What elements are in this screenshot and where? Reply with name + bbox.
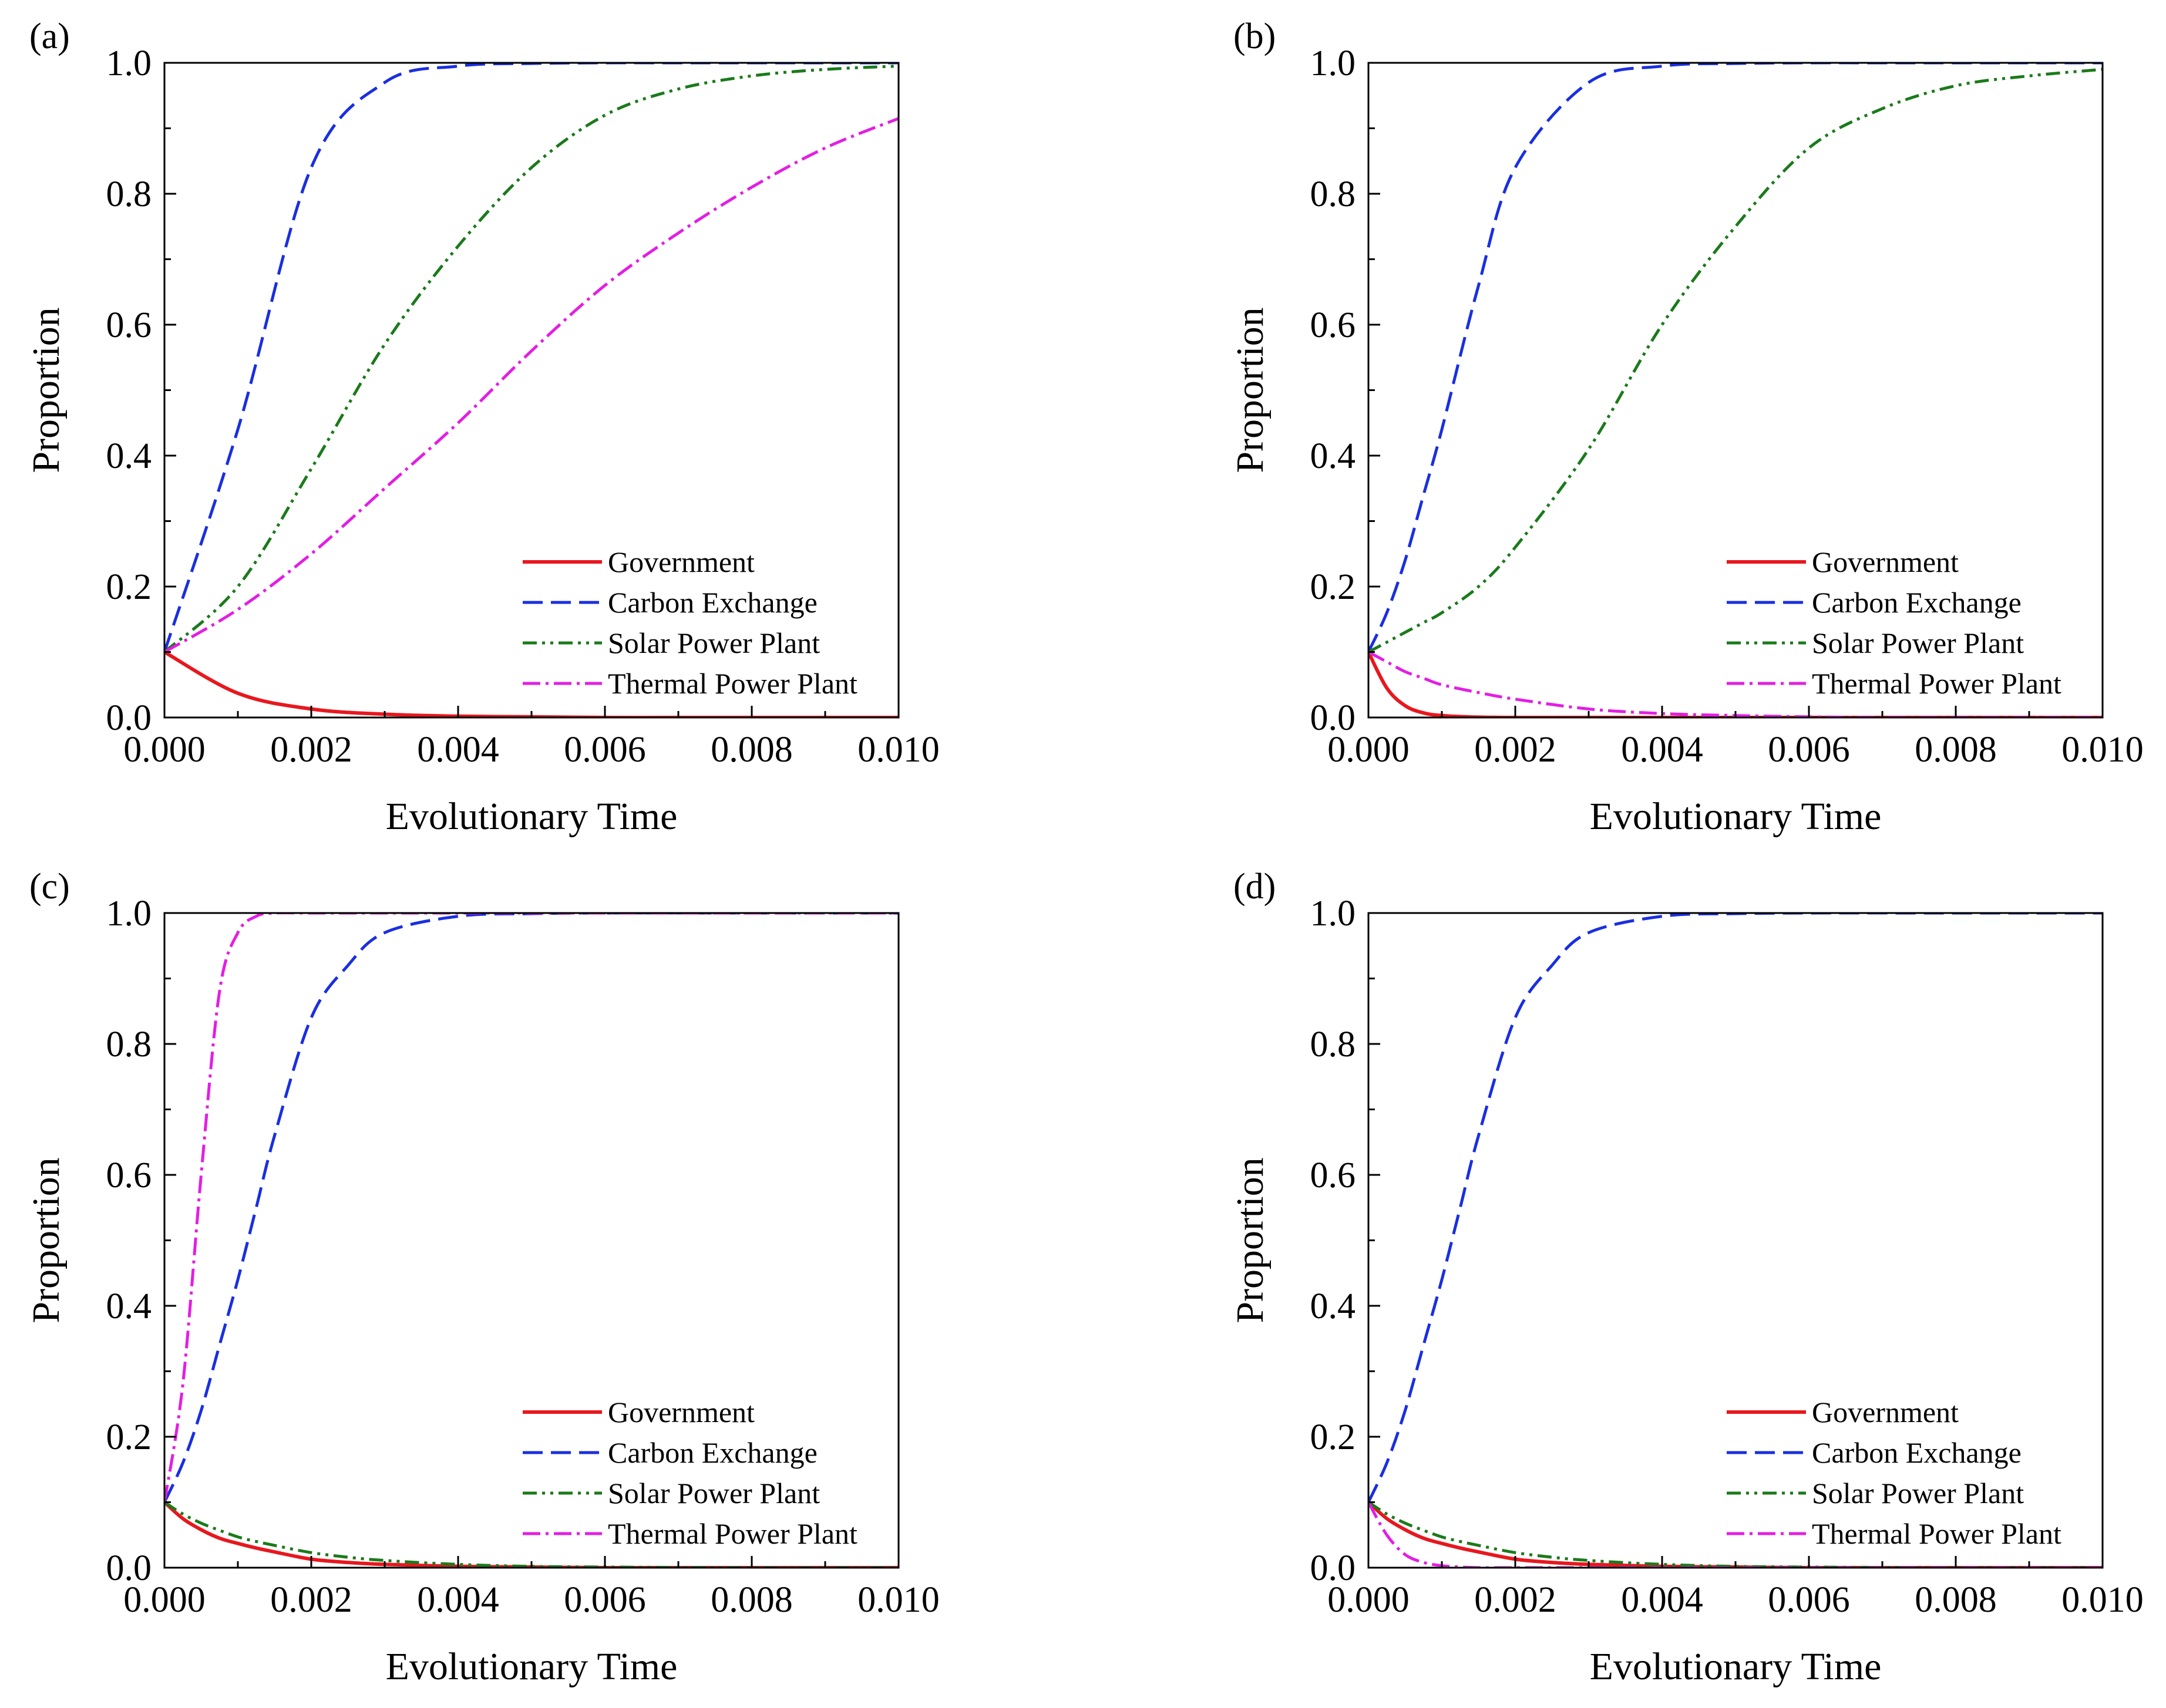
x-tick-label: 0.002 [1474, 1580, 1556, 1620]
x-tick-label: 0.000 [123, 730, 206, 770]
series-government-line [1368, 1501, 2103, 1568]
x-tick-label: 0.000 [123, 1580, 206, 1620]
panel-label: (b) [1233, 16, 1276, 56]
panel-label: (c) [29, 867, 70, 907]
x-tick-label: 0.008 [711, 730, 793, 770]
x-tick-label: 0.008 [1915, 730, 1997, 770]
legend-label-government: Government [1812, 1396, 1959, 1429]
series-thermal-power-plant-line [164, 913, 899, 1502]
legend-label-thermal-power-plant: Thermal Power Plant [608, 667, 857, 700]
legend-label-thermal-power-plant: Thermal Power Plant [1812, 667, 2061, 700]
x-tick-label: 0.008 [711, 1580, 793, 1620]
y-axis-title: Proportion [25, 1157, 68, 1323]
y-tick-label: 0.2 [106, 567, 152, 607]
y-tick-label: 1.0 [106, 894, 152, 934]
x-tick-label: 0.006 [1768, 730, 1850, 770]
legend: Government Carbon Exchange Solar Power Pla… [523, 1396, 857, 1550]
legend: Government Carbon Exchange Solar Power Pla… [523, 545, 857, 700]
y-tick-label: 0.8 [1310, 174, 1356, 214]
y-axis-title: Proportion [1229, 1157, 1272, 1323]
y-tick-label: 0.8 [106, 1025, 152, 1064]
y-axis-title: Proportion [1229, 307, 1272, 473]
legend-label-government: Government [608, 545, 755, 578]
x-axis-title: Evolutionary Time [1590, 1645, 1882, 1688]
y-axis-title: Proportion [25, 307, 68, 473]
series-carbon-exchange-line [164, 63, 899, 653]
x-tick-label: 0.010 [857, 1580, 940, 1620]
legend-label-government: Government [1812, 545, 1959, 578]
series-carbon-exchange-line [1368, 913, 2103, 1503]
legend-label-carbon-exchange: Carbon Exchange [1812, 1436, 2022, 1469]
x-tick-label: 0.010 [857, 730, 940, 770]
x-tick-label: 0.006 [564, 730, 646, 770]
y-tick-label: 0.2 [1310, 1417, 1356, 1457]
y-tick-label: 0.4 [1310, 1286, 1356, 1326]
legend-label-carbon-exchange: Carbon Exchange [608, 1436, 818, 1469]
panel-a: 0.000 0.002 0.004 0.006 0.008 0.010 0.0 0.2 0.4 0… [25, 16, 940, 838]
legend-label-carbon-exchange: Carbon Exchange [1812, 586, 2022, 619]
y-tick-label: 0.2 [1310, 567, 1356, 607]
series-thermal-power-plant-line [164, 117, 899, 653]
y-tick-label: 1.0 [1310, 894, 1356, 934]
x-axis-title: Evolutionary Time [386, 795, 678, 838]
series-carbon-exchange-line [1368, 63, 2103, 653]
panel-label: (d) [1233, 867, 1276, 907]
y-tick-label: 0.6 [106, 305, 152, 345]
x-axis-title: Evolutionary Time [1590, 795, 1882, 838]
y-tick-label: 0.6 [1310, 1155, 1356, 1195]
series-government-line [1368, 651, 2103, 717]
y-tick-label: 0.0 [1310, 698, 1356, 738]
y-tick-label: 1.0 [106, 43, 152, 83]
series-carbon-exchange-line [164, 913, 899, 1503]
legend-label-solar-power-plant: Solar Power Plant [608, 1477, 820, 1510]
x-axis-title: Evolutionary Time [386, 1645, 678, 1688]
legend-label-solar-power-plant: Solar Power Plant [1812, 1477, 2024, 1510]
x-tick-label: 0.010 [2061, 730, 2144, 770]
y-tick-label: 0.6 [106, 1155, 152, 1195]
x-tick-label: 0.006 [1768, 1580, 1850, 1620]
legend: Government Carbon Exchange Solar Power Pla… [1727, 545, 2061, 700]
legend: Government Carbon Exchange Solar Power Pla… [1727, 1396, 2061, 1550]
y-tick-label: 0.8 [106, 174, 152, 214]
x-tick-label: 0.004 [417, 1580, 499, 1620]
x-tick-label: 0.010 [2061, 1580, 2144, 1620]
y-tick-label: 0.4 [106, 436, 152, 476]
y-tick-label: 0.4 [106, 1286, 152, 1326]
series-solar-power-plant-line [1368, 68, 2103, 653]
series-thermal-power-plant-line [1368, 651, 2103, 717]
x-tick-label: 0.006 [564, 1580, 646, 1620]
legend-label-carbon-exchange: Carbon Exchange [608, 586, 818, 619]
y-tick-label: 0.2 [106, 1417, 152, 1457]
x-tick-label: 0.002 [1474, 730, 1556, 770]
y-tick-label: 0.0 [106, 1548, 152, 1588]
series-government-line [164, 1501, 899, 1568]
x-tick-label: 0.000 [1327, 1580, 1410, 1620]
x-tick-label: 0.008 [1915, 1580, 1997, 1620]
panel-b: 0.000 0.002 0.004 0.006 0.008 0.010 0.0 0.2 0.4 0… [1229, 16, 2144, 838]
x-tick-label: 0.004 [1621, 1580, 1703, 1620]
panel-c: 0.000 0.002 0.004 0.006 0.008 0.010 0.0 0.2 0.4 0… [25, 867, 940, 1688]
y-tick-label: 0.0 [1310, 1548, 1356, 1588]
panel-label: (a) [29, 16, 70, 56]
x-tick-label: 0.004 [1621, 730, 1703, 770]
legend-label-solar-power-plant: Solar Power Plant [1812, 626, 2024, 659]
y-tick-label: 0.6 [1310, 305, 1356, 345]
series-solar-power-plant-line [164, 65, 899, 653]
legend-label-government: Government [608, 1396, 755, 1429]
x-tick-label: 0.000 [1327, 730, 1410, 770]
x-tick-label: 0.002 [270, 730, 352, 770]
legend-label-thermal-power-plant: Thermal Power Plant [1812, 1517, 2061, 1550]
legend-label-thermal-power-plant: Thermal Power Plant [608, 1517, 857, 1550]
x-tick-label: 0.002 [270, 1580, 352, 1620]
y-tick-label: 1.0 [1310, 43, 1356, 83]
panel-d: 0.000 0.002 0.004 0.006 0.008 0.010 0.0 0.2 0.4 0… [1229, 867, 2144, 1688]
x-tick-label: 0.004 [417, 730, 499, 770]
legend-label-solar-power-plant: Solar Power Plant [608, 626, 820, 659]
y-tick-label: 0.0 [106, 698, 152, 738]
y-tick-label: 0.8 [1310, 1025, 1356, 1064]
y-tick-label: 0.4 [1310, 436, 1356, 476]
